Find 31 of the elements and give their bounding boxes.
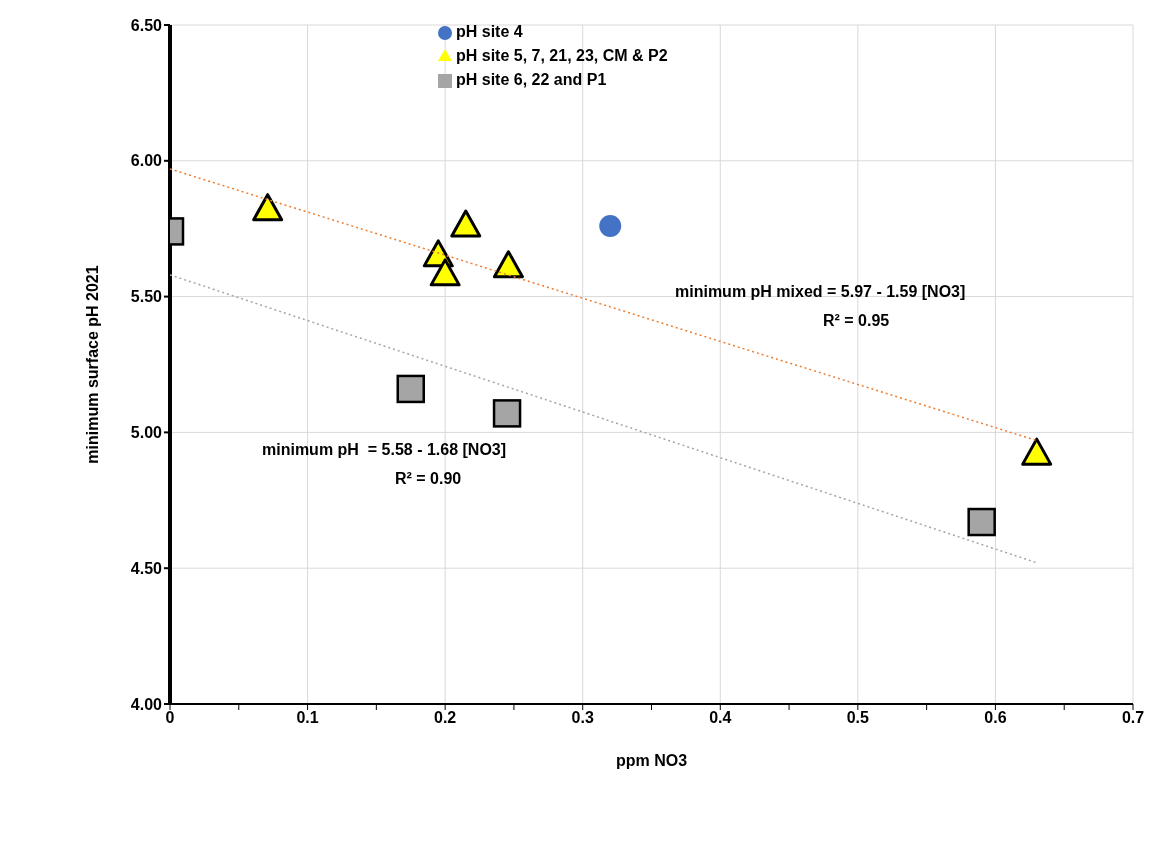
- annotation: minimum pH = 5.58 - 1.68 [NO3]: [262, 441, 507, 459]
- point: [450, 209, 482, 238]
- y-tick-label: 6.50: [130, 16, 163, 34]
- y-tick-label: 6.00: [130, 152, 163, 170]
- y-tick-label: 4.50: [130, 559, 163, 577]
- y-tick-label: 4.00: [130, 695, 163, 713]
- x-tick-label: 0.1: [296, 709, 319, 727]
- y-tick-label: 5.00: [130, 424, 163, 442]
- point: [429, 258, 461, 287]
- x-tick-label: 0.5: [846, 709, 870, 727]
- x-tick-label: 0.7: [1121, 709, 1145, 727]
- x-tick-label: 0.4: [709, 709, 732, 727]
- annotation: minimum pH mixed = 5.97 - 1.59 [NO3]: [675, 283, 966, 301]
- point: [396, 374, 425, 404]
- x-tick-label: 0: [165, 709, 175, 727]
- x-axis-title: ppm NO3: [615, 752, 688, 769]
- legend-label: pH site 6, 22 and P1: [456, 71, 607, 88]
- x-tick-label: 0.6: [984, 709, 1007, 727]
- point: [492, 250, 524, 279]
- point: [252, 193, 284, 222]
- y-tick-label: 5.50: [130, 288, 163, 306]
- x-tick-label: 0.3: [571, 709, 594, 727]
- legend-label: pH site 4: [456, 23, 523, 40]
- point: [967, 507, 996, 537]
- point: [599, 214, 622, 237]
- y-axis-title: minimum surface pH 2021: [83, 265, 101, 464]
- annotation: R² = 0.95: [823, 312, 890, 330]
- annotation: R² = 0.90: [395, 470, 462, 488]
- x-tick-label: 0.2: [434, 709, 457, 727]
- point: [492, 399, 522, 428]
- legend-label: pH site 5, 7, 21, 23, CM & P2: [456, 47, 668, 64]
